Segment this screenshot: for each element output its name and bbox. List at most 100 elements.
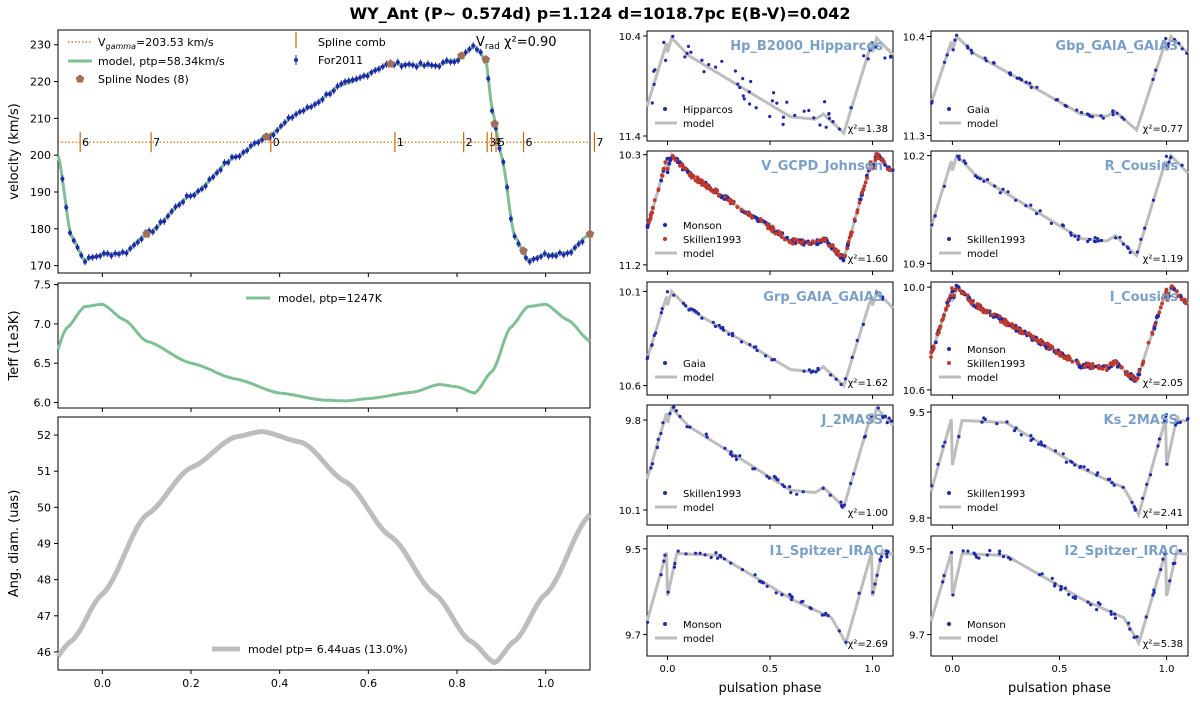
data-point <box>1086 600 1090 604</box>
data-point <box>715 188 720 193</box>
chi2-value: χ²=0.77 <box>1143 124 1183 135</box>
data-point <box>1035 337 1039 342</box>
data-point <box>1099 238 1104 243</box>
data-point <box>951 593 955 597</box>
data-point <box>650 462 655 466</box>
data-point <box>873 582 877 586</box>
data-point <box>693 309 697 313</box>
data-point <box>728 200 733 205</box>
spline-comb-label: 0 <box>273 136 280 149</box>
data-point <box>486 76 491 81</box>
data-point <box>886 550 890 554</box>
data-point <box>652 198 657 203</box>
data-point <box>829 373 833 377</box>
data-point <box>1058 353 1062 358</box>
legend-series-swatch <box>947 107 951 111</box>
data-point <box>1149 473 1153 477</box>
data-point <box>929 355 933 359</box>
legend-series-label: Skillen1993 <box>683 235 741 246</box>
data-point <box>422 63 427 68</box>
data-point <box>646 620 650 624</box>
data-point <box>760 580 764 584</box>
data-point <box>876 406 880 410</box>
data-point <box>1014 426 1018 430</box>
data-point <box>1146 340 1151 345</box>
data-point <box>463 50 468 55</box>
data-point <box>663 553 667 557</box>
data-point <box>742 97 746 101</box>
data-point <box>1167 42 1171 46</box>
data-point <box>1019 78 1024 82</box>
data-point <box>886 167 890 172</box>
data-point <box>740 568 745 572</box>
data-point <box>821 486 825 490</box>
chi2-value: χ²=5.38 <box>1143 639 1183 650</box>
data-point <box>721 328 726 332</box>
chi2-value: χ²=2.05 <box>1143 378 1183 389</box>
y-tick-label: 210 <box>30 112 51 125</box>
data-point <box>843 377 848 381</box>
data-point <box>659 311 663 315</box>
data-point <box>523 255 528 260</box>
data-point <box>862 184 867 189</box>
data-point <box>950 550 954 555</box>
data-point <box>970 51 974 55</box>
data-point <box>868 162 873 167</box>
data-point <box>1131 377 1136 381</box>
y-axis-label: velocity (km/s) <box>7 103 22 199</box>
data-point <box>661 421 665 425</box>
y-tick-label: 9.8 <box>909 514 925 525</box>
panel-title: I2_Spitzer_IRAC <box>1065 544 1178 559</box>
chi2-value: χ²=2.41 <box>1143 508 1183 519</box>
data-point <box>1128 250 1132 255</box>
data-point <box>1171 562 1175 566</box>
data-point <box>984 59 989 63</box>
data-point <box>684 552 688 556</box>
data-points <box>930 154 1184 255</box>
data-point <box>863 434 868 438</box>
x-tick-label: 0.4 <box>271 677 289 690</box>
data-point <box>162 219 167 224</box>
spline-node <box>142 229 151 238</box>
data-point <box>1061 452 1065 456</box>
data-point <box>698 551 702 555</box>
data-point <box>1067 356 1072 360</box>
data-point <box>857 591 861 595</box>
x-tick-label: 0.0 <box>94 677 112 690</box>
data-point <box>565 251 570 256</box>
data-points <box>650 34 893 131</box>
data-point <box>838 253 843 258</box>
data-point <box>376 67 381 72</box>
data-point <box>1028 332 1033 337</box>
y-tick-label: 50 <box>37 501 51 514</box>
data-point <box>730 331 735 336</box>
data-point <box>766 226 770 231</box>
data-point <box>954 283 959 288</box>
data-point <box>942 574 946 578</box>
x-tick-label: 1.0 <box>537 677 555 690</box>
data-point <box>1097 363 1101 368</box>
data-point <box>83 259 88 264</box>
data-point <box>824 125 828 129</box>
data-point <box>373 68 378 73</box>
data-point <box>799 241 804 246</box>
data-point <box>1049 221 1053 225</box>
x-tick-label: 0.6 <box>360 677 378 690</box>
data-point <box>1124 372 1128 377</box>
y-tick-label: 10.4 <box>903 33 925 44</box>
data-point <box>755 348 759 353</box>
data-point <box>997 314 1002 319</box>
y-tick-label: 180 <box>30 223 51 236</box>
data-point <box>831 120 835 124</box>
data-point <box>667 161 672 166</box>
data-point <box>883 163 887 167</box>
data-point <box>1111 109 1115 113</box>
data-point <box>684 166 688 171</box>
data-point <box>546 254 551 259</box>
legend-series-swatch <box>947 237 951 241</box>
data-point <box>957 288 962 293</box>
data-point <box>550 253 555 258</box>
data-point <box>716 556 720 560</box>
data-point <box>735 205 740 210</box>
